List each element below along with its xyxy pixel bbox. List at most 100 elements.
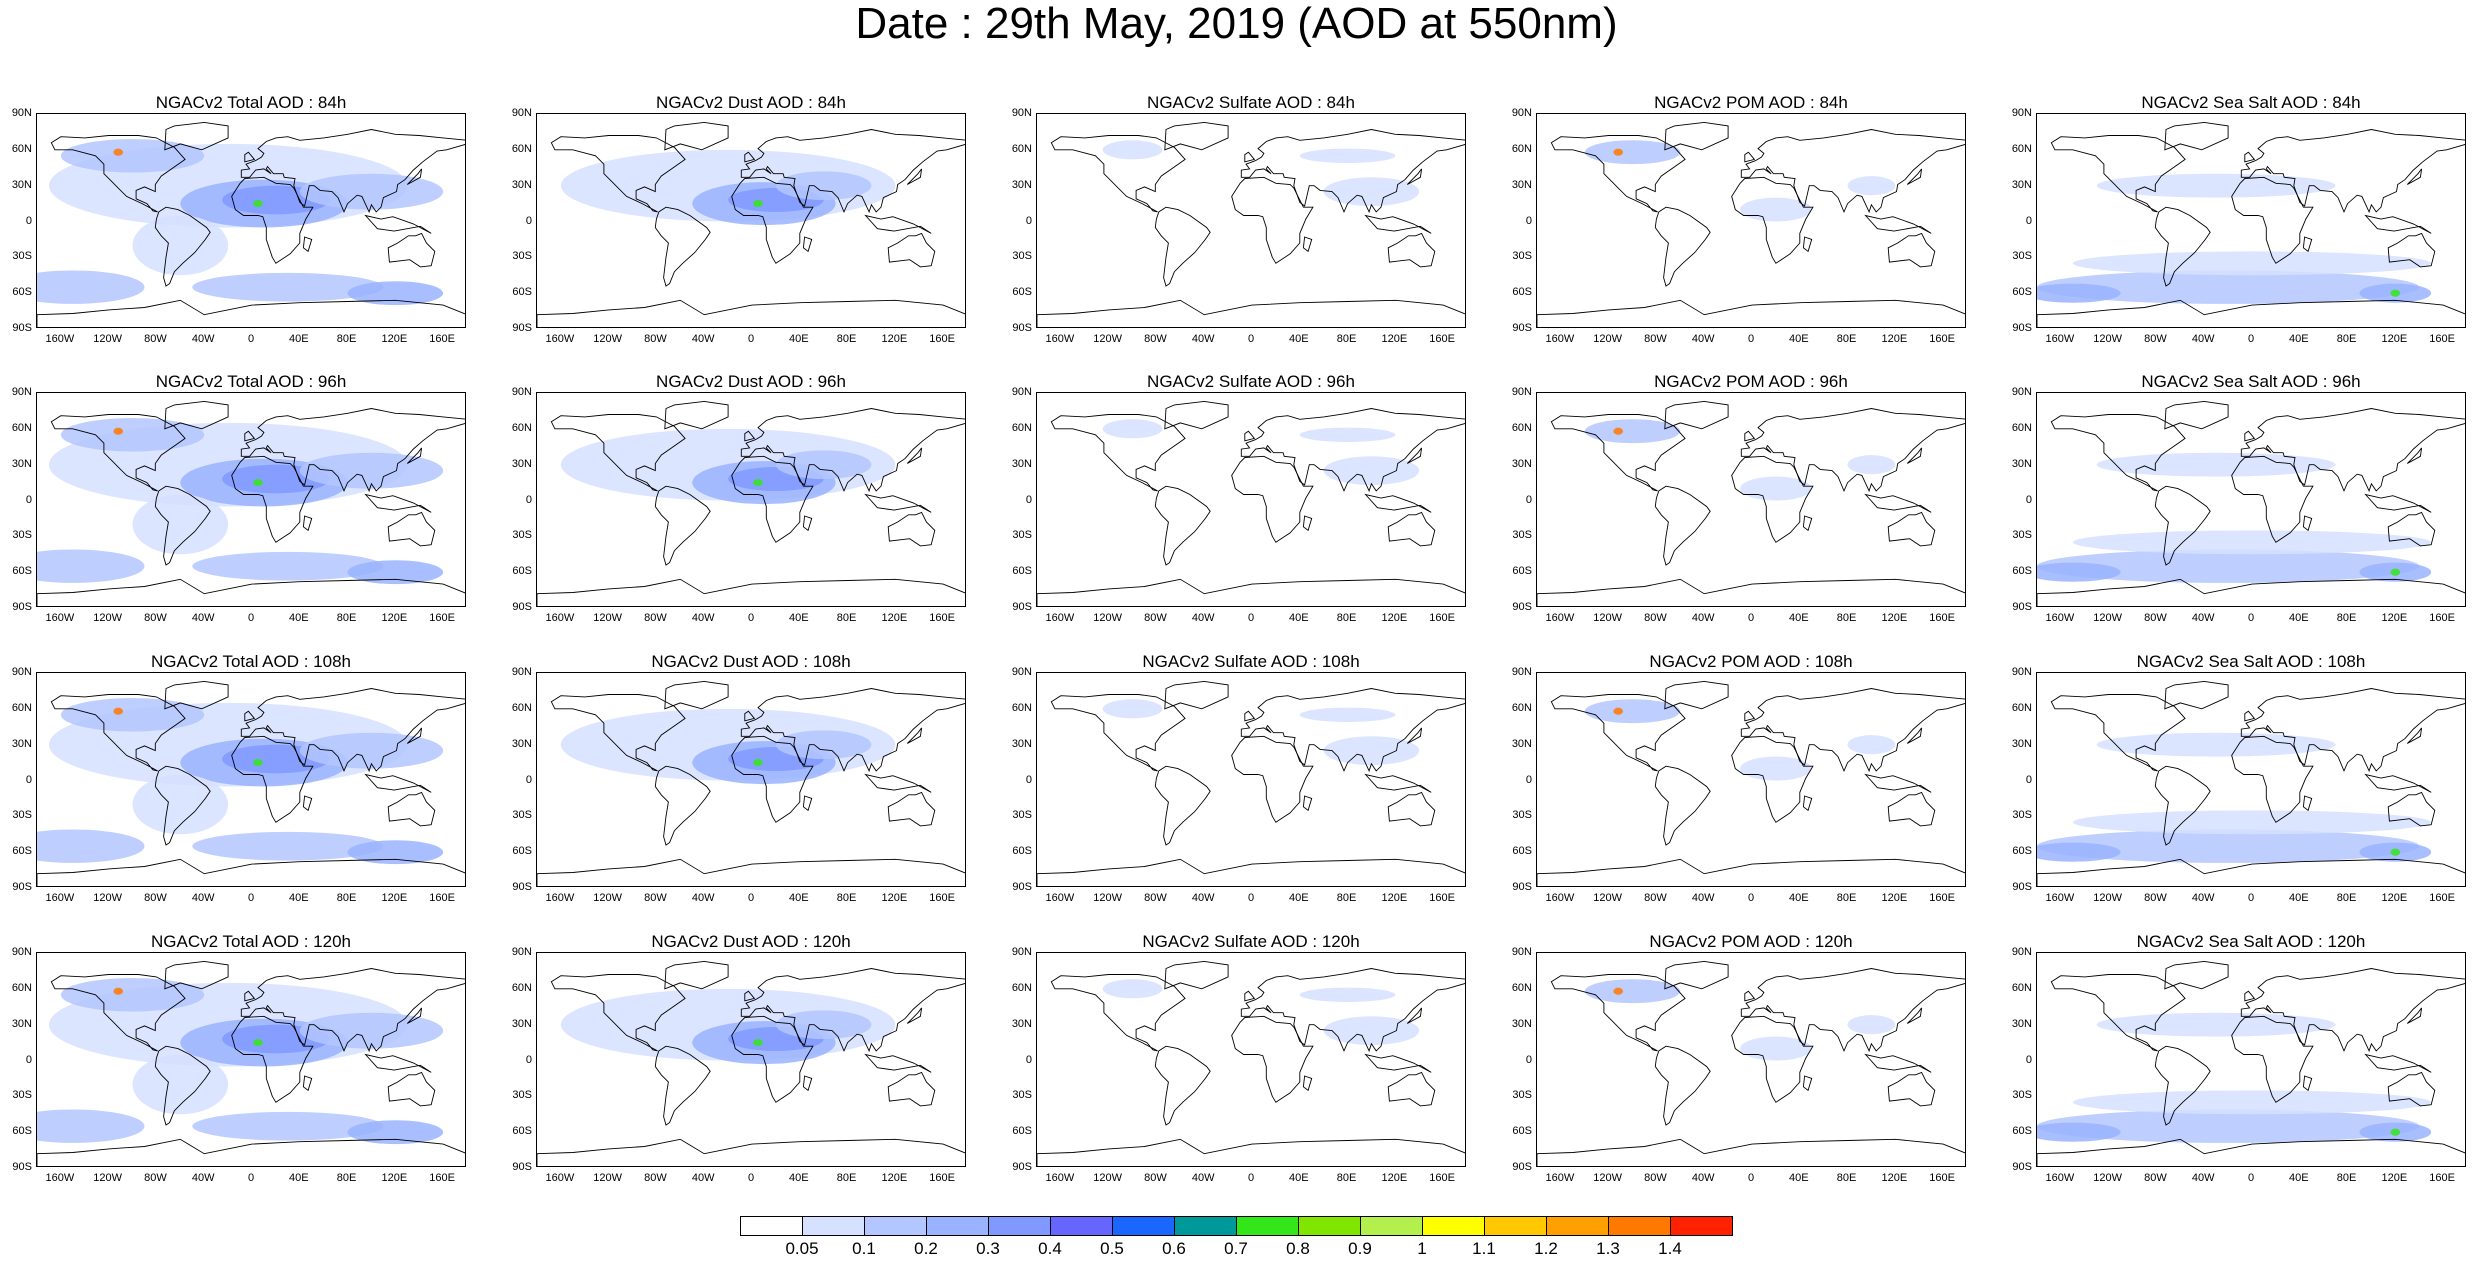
lat-tick-label: 30N [2011, 178, 2032, 191]
aod-shading [1740, 1036, 1812, 1061]
aod-shading [37, 270, 145, 304]
coastline [164, 960, 229, 990]
aod-shading [113, 707, 123, 715]
lat-tick-label: 90N [11, 666, 32, 678]
lat-tick-label: 0 [2025, 214, 2032, 227]
map-plot-area [1536, 672, 1966, 887]
colorbar-tick-label: 0.9 [1348, 1239, 1372, 1258]
aod-shading [1613, 427, 1623, 435]
coastline [387, 1071, 436, 1107]
map-panel-pom: NGACv2 POM AOD : 108h 90N 60N 30N 0 30S 60S 90S… [1500, 652, 1966, 917]
lon-tick-label: 40E [2288, 333, 2309, 345]
aod-shading [1299, 148, 1396, 163]
aod-shading [60, 978, 205, 1012]
coastline [1387, 232, 1436, 268]
aod-shading [347, 1120, 444, 1145]
coastline [37, 858, 465, 886]
lon-tick-label: 120W [593, 333, 623, 345]
lat-tick-label: 0 [2025, 1053, 2032, 1066]
coastline [1240, 129, 1465, 214]
aod-shading [2072, 251, 2432, 276]
coastline [154, 765, 211, 846]
lat-tick-label: 0 [25, 1053, 32, 1066]
lon-tick-label: 80E [2336, 612, 2357, 624]
coastline [302, 1075, 313, 1092]
map-panel-seasalt: NGACv2 Sea Salt AOD : 96h 90N 60N 30N 0 30S 60… [2000, 372, 2466, 637]
lon-tick-label: 80E [2336, 1172, 2357, 1184]
lat-tick-label: 30N [1011, 178, 1032, 191]
panel-title: NGACv2 Sulfate AOD : 84h [1147, 93, 1355, 112]
lat-tick-label: 90N [511, 946, 532, 958]
coastline [1302, 1075, 1313, 1092]
lon-tick-label: 160W [2045, 333, 2075, 345]
lon-tick-label: 120W [1093, 1172, 1123, 1184]
lat-tick-label: 60S [2012, 845, 2032, 858]
coastline [1744, 990, 1756, 1002]
lat-tick-label: 0 [525, 214, 532, 227]
lon-tick-label: 40E [2288, 612, 2309, 624]
lon-tick-label: 40E [1788, 892, 1809, 904]
coastline [1050, 974, 1186, 1052]
lon-tick-label: 80W [2144, 612, 2167, 624]
coastline [1364, 773, 1432, 793]
aod-shading [347, 281, 444, 306]
coastline [1154, 765, 1211, 846]
map-plot-area [536, 113, 966, 328]
colorbar [740, 1216, 1733, 1240]
lat-tick-label: 90S [512, 881, 532, 893]
lon-tick-label: 160W [45, 1172, 75, 1184]
coastline [550, 135, 686, 213]
aod-shading [60, 139, 205, 173]
lon-tick-label: 160W [545, 1172, 575, 1184]
coastline [1887, 511, 1936, 547]
lon-tick-label: 0 [1747, 892, 1755, 904]
aod-shading [1323, 177, 1420, 206]
map-plot-area [2036, 113, 2466, 328]
lon-tick-label: 160E [429, 333, 455, 345]
coastline [1231, 735, 1314, 823]
lat-tick-label: 60S [2012, 286, 2032, 299]
map-plot-area [36, 672, 466, 887]
lon-tick-label: 0 [1247, 333, 1255, 345]
aod-shading [2390, 289, 2401, 297]
lon-tick-label: 120E [1381, 612, 1408, 624]
colorbar-tick-label: 1 [1417, 1239, 1427, 1258]
lon-tick-label: 80W [1644, 892, 1667, 904]
lat-tick-label: 90N [2011, 386, 2032, 398]
lon-tick-label: 80E [1836, 1172, 1857, 1184]
coastline [1906, 1007, 1923, 1024]
coastline [2037, 858, 2465, 886]
lat-tick-label: 60S [1012, 1125, 1032, 1138]
coastline [1387, 791, 1436, 827]
lat-tick-label: 60S [512, 1125, 532, 1138]
coastline [1664, 400, 1729, 430]
lon-tick-label: 120E [381, 892, 408, 904]
lat-tick-label: 0 [25, 773, 32, 786]
coastline [1864, 773, 1932, 793]
coastline [654, 485, 711, 566]
lon-tick-label: 120W [1093, 892, 1123, 904]
lon-tick-label: 160W [45, 612, 75, 624]
map-panel-pom: NGACv2 POM AOD : 84h 90N 60N 30N 0 30S 60S 90S 1… [1500, 93, 1966, 358]
aod-shading [60, 698, 205, 732]
map-panel-total: NGACv2 Total AOD : 84h 90N 60N 30N 0 30S 60S 90… [0, 93, 466, 358]
colorbar-swatch [1174, 1216, 1237, 1236]
lon-tick-label: 40W [1691, 333, 1715, 345]
coastline [654, 765, 711, 846]
coastline [2302, 515, 2313, 532]
lon-tick-label: 0 [1747, 612, 1755, 624]
lon-tick-label: 0 [1247, 612, 1255, 624]
coastline [1654, 206, 1711, 287]
lon-tick-label: 160E [1429, 1172, 1455, 1184]
colorbar-swatch [740, 1216, 803, 1236]
coastline [537, 299, 965, 327]
coastline [1537, 858, 1965, 886]
lon-tick-label: 40W [191, 612, 215, 624]
aod-shading [299, 452, 444, 489]
coastline [1231, 1015, 1314, 1103]
coastline [1731, 1015, 1814, 1103]
lat-tick-label: 60N [11, 701, 32, 714]
world-map [37, 960, 465, 1166]
aod-shading [753, 1039, 763, 1047]
coastline [1740, 688, 1965, 773]
